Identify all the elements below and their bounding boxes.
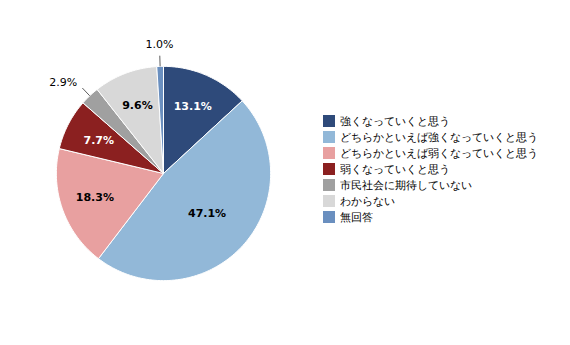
svg-text:9.6%: 9.6% — [122, 98, 153, 111]
html-text:どちらかといえば強くなっていくと思う: どちらかといえば強くなっていくと思う — [340, 130, 538, 144]
html-text:強くなっていくと思う: 強くなっていくと思う — [340, 114, 450, 128]
html-text:市民社会に期待していない: 市民社会に期待していない — [340, 178, 472, 192]
svg-text:13.1%: 13.1% — [173, 100, 211, 113]
svg-text:1.0%: 1.0% — [145, 37, 173, 50]
html-text:わからない: わからない — [340, 194, 395, 208]
svg-text:2.9%: 2.9% — [49, 76, 77, 89]
svg-text:18.3%: 18.3% — [75, 191, 113, 204]
svg-text:7.7%: 7.7% — [83, 133, 114, 146]
html-text:どちらかといえば弱くなっていくと思う: どちらかといえば弱くなっていくと思う — [340, 146, 538, 160]
html-text:弱くなっていくと思う: 弱くなっていくと思う — [340, 162, 450, 176]
svg-text:47.1%: 47.1% — [187, 206, 225, 219]
html-text:無回答: 無回答 — [340, 210, 373, 224]
